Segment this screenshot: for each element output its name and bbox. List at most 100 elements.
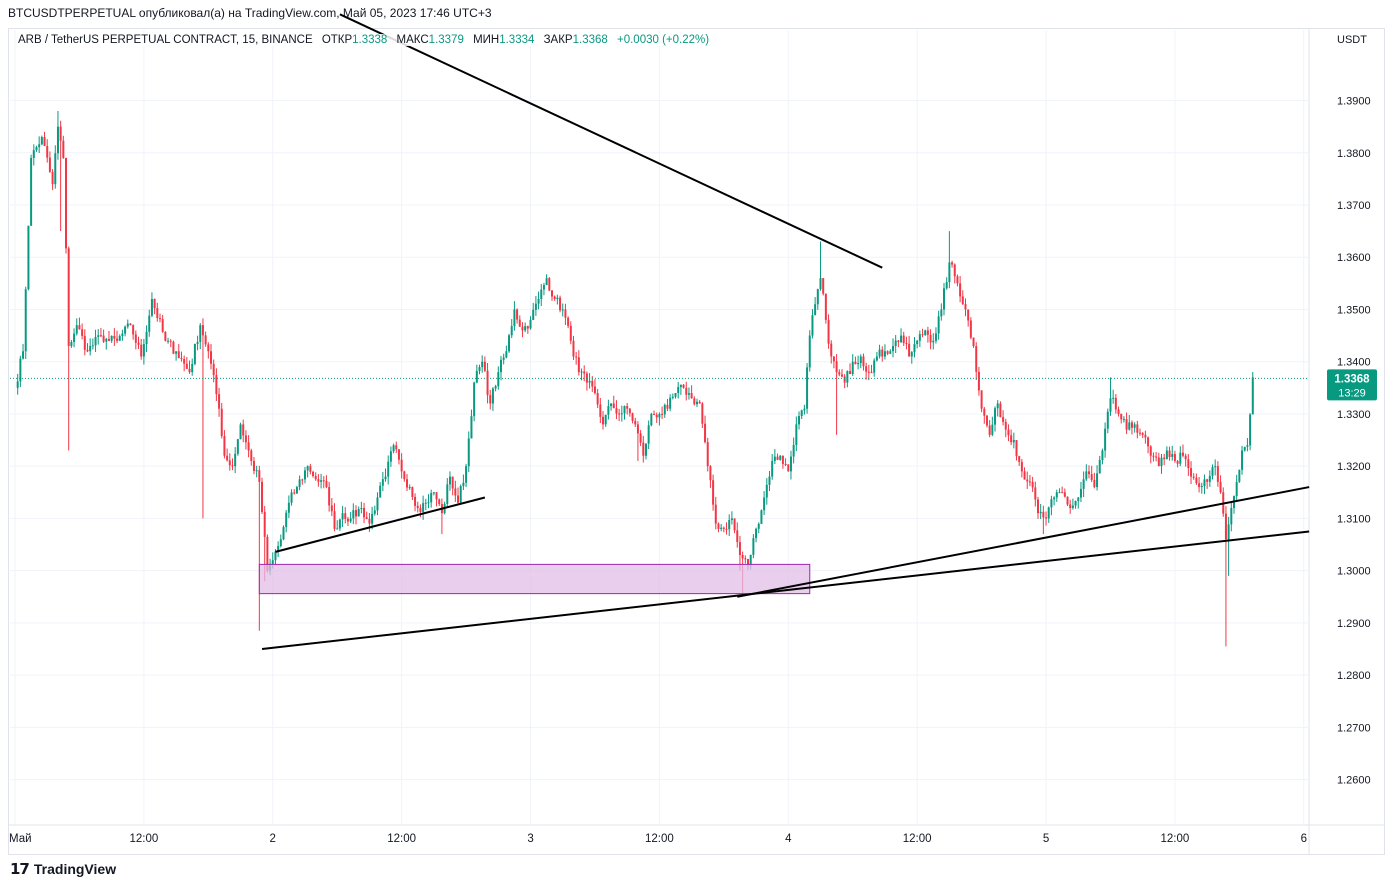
candle-body [30, 157, 33, 226]
candle-body [773, 456, 776, 461]
candle-body [494, 386, 497, 389]
candle-body [1160, 457, 1163, 467]
candle-body [977, 371, 980, 391]
candle-body [747, 558, 750, 566]
candle-body [602, 416, 605, 425]
candle-body [580, 371, 583, 373]
candle-body [1147, 437, 1150, 447]
x-tick-label: 3 [527, 833, 533, 845]
candle-body [596, 393, 599, 405]
candle-body [164, 331, 167, 341]
candle-body [75, 325, 78, 334]
candle-body [849, 371, 852, 374]
candle-body [883, 351, 886, 357]
x-tick-label: 6 [1301, 833, 1307, 845]
candle-body [567, 317, 570, 326]
candle-body [956, 276, 959, 284]
candle-body [924, 330, 927, 336]
candle-body [271, 560, 274, 564]
candle-body [744, 558, 747, 560]
candle-body [771, 460, 774, 477]
candle-body [687, 393, 690, 395]
candle-body [776, 456, 779, 460]
candle-body [1179, 452, 1182, 464]
candle-body [231, 465, 234, 467]
candle-body [569, 325, 572, 341]
candle-body [840, 374, 843, 377]
symbol-title: ARB / TetherUS PERPETUAL CONTRACT, 15, B… [18, 34, 313, 46]
candle-body [193, 343, 196, 364]
candle-body [505, 351, 508, 358]
candle-body [373, 510, 376, 514]
candle-body [610, 403, 613, 407]
candle-body [510, 326, 513, 336]
candle-body [406, 479, 409, 488]
candle-body [363, 507, 366, 518]
candle-body [142, 344, 145, 357]
candle-body [489, 395, 492, 404]
candle-body [728, 520, 731, 530]
candle-body [301, 479, 304, 481]
candle-body [1004, 421, 1007, 430]
candle-body [540, 289, 543, 300]
candle-body [1063, 492, 1066, 497]
candle-body [996, 403, 999, 409]
candle-body [379, 485, 382, 498]
candle-body [16, 381, 19, 388]
candle-body [1208, 475, 1211, 482]
candle-body [1079, 488, 1082, 498]
candle-body [575, 356, 578, 358]
candle-body [891, 346, 894, 352]
candle-body [634, 420, 637, 425]
candle-body [994, 408, 997, 425]
price-tag-countdown: 13:29 [1338, 387, 1366, 399]
candle-body [19, 358, 22, 382]
candle-body [451, 476, 454, 489]
candle-body [824, 293, 827, 320]
candle-body [650, 413, 653, 426]
candle-body [830, 343, 833, 357]
candle-body [521, 326, 524, 331]
trendline [275, 496, 486, 553]
candle-body [48, 157, 51, 172]
candle-body [169, 340, 172, 342]
tradingview-icon: 𝟭𝟳 [10, 861, 30, 878]
brand-name: TradingView [33, 861, 117, 877]
candle-body [387, 461, 390, 477]
candle-body [816, 289, 819, 305]
candle-body [91, 345, 94, 347]
candle-body [803, 408, 806, 411]
candle-body [215, 375, 218, 395]
candle-body [32, 150, 35, 158]
candle-body [349, 518, 352, 522]
candle-body [779, 455, 782, 460]
candle-body [881, 349, 884, 357]
candle-body [1061, 492, 1064, 494]
candle-body [1122, 419, 1125, 421]
candle-body [121, 333, 124, 337]
candle-body [27, 225, 30, 290]
candle-body [1104, 428, 1107, 451]
candle-body [1010, 435, 1013, 443]
candle-body [1053, 497, 1056, 500]
candle-body [1136, 424, 1139, 433]
open-value: 1.3338 [352, 34, 388, 46]
candle-body [932, 340, 935, 343]
candle-body [435, 492, 438, 500]
symbol-legend[interactable]: ARB / TetherUS PERPETUAL CONTRACT, 15, B… [18, 34, 710, 46]
trendline [339, 13, 883, 269]
candle-body [1200, 485, 1203, 488]
candle-body [618, 413, 621, 415]
tradingview-logo[interactable]: 𝟭𝟳 TradingView [10, 860, 116, 878]
candle-body [835, 361, 838, 373]
currency-label[interactable]: USDT [1337, 34, 1367, 46]
candle-body [1050, 499, 1053, 508]
candle-body [720, 527, 723, 529]
candle-body [156, 308, 159, 319]
candle-body [473, 382, 476, 417]
candle-body [467, 438, 470, 467]
candle-body [158, 318, 161, 320]
candle-body [24, 289, 27, 352]
candle-body [137, 342, 140, 345]
